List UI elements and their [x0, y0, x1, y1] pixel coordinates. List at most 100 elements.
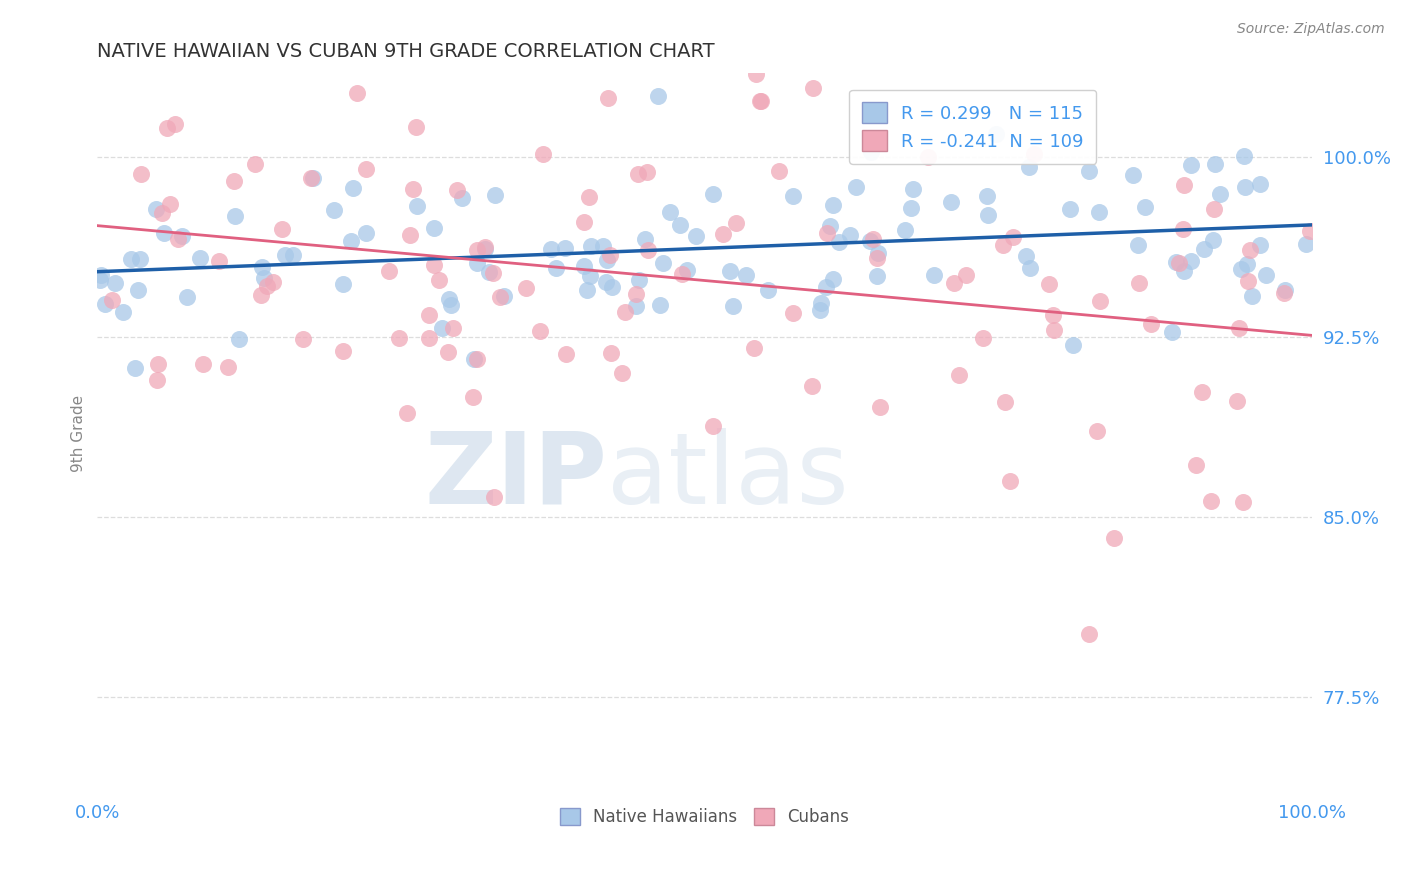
- Point: [823, 198, 845, 212]
- Point: [782, 306, 804, 320]
- Point: [492, 288, 515, 302]
- Point: [478, 265, 501, 279]
- Point: [150, 206, 173, 220]
- Point: [626, 299, 648, 313]
- Point: [768, 164, 790, 178]
- Point: [1015, 250, 1038, 264]
- Point: [595, 253, 617, 268]
- Point: [596, 91, 619, 105]
- Point: [1062, 338, 1084, 352]
- Point: [1173, 264, 1195, 278]
- Point: [465, 255, 488, 269]
- Point: [395, 405, 418, 419]
- Point: [474, 242, 496, 256]
- Point: [1038, 277, 1060, 291]
- Point: [1295, 236, 1317, 251]
- Point: [406, 199, 429, 213]
- Point: [120, 252, 142, 266]
- Point: [955, 268, 977, 282]
- Point: [250, 288, 273, 302]
- Point: [627, 273, 650, 287]
- Point: [991, 238, 1014, 252]
- Point: [782, 188, 804, 202]
- Point: [939, 194, 962, 209]
- Point: [243, 157, 266, 171]
- Point: [1001, 229, 1024, 244]
- Point: [129, 252, 152, 266]
- Point: [575, 283, 598, 297]
- Point: [531, 146, 554, 161]
- Point: [436, 344, 458, 359]
- Point: [423, 258, 446, 272]
- Point: [156, 121, 179, 136]
- Text: Source: ZipAtlas.com: Source: ZipAtlas.com: [1237, 22, 1385, 37]
- Point: [866, 251, 889, 265]
- Point: [838, 227, 860, 242]
- Point: [273, 248, 295, 262]
- Point: [378, 264, 401, 278]
- Point: [869, 400, 891, 414]
- Point: [801, 379, 824, 393]
- Point: [592, 239, 614, 253]
- Point: [302, 170, 325, 185]
- Point: [818, 219, 841, 233]
- Point: [129, 167, 152, 181]
- Point: [111, 305, 134, 319]
- Point: [339, 234, 361, 248]
- Point: [976, 189, 998, 203]
- Point: [1233, 179, 1256, 194]
- Text: ZIP: ZIP: [425, 427, 607, 524]
- Point: [153, 226, 176, 240]
- Point: [1019, 261, 1042, 276]
- Point: [1256, 268, 1278, 282]
- Point: [1272, 285, 1295, 300]
- Point: [299, 171, 322, 186]
- Point: [801, 81, 824, 95]
- Point: [572, 215, 595, 229]
- Point: [1209, 186, 1232, 201]
- Point: [188, 252, 211, 266]
- Point: [599, 248, 621, 262]
- Point: [1202, 233, 1225, 247]
- Point: [1230, 262, 1253, 277]
- Point: [572, 259, 595, 273]
- Point: [1018, 160, 1040, 174]
- Point: [322, 203, 344, 218]
- Point: [1078, 626, 1101, 640]
- Point: [595, 275, 617, 289]
- Text: NATIVE HAWAIIAN VS CUBAN 9TH GRADE CORRELATION CHART: NATIVE HAWAIIAN VS CUBAN 9TH GRADE CORRE…: [97, 42, 716, 61]
- Point: [922, 268, 945, 283]
- Point: [430, 321, 453, 335]
- Point: [868, 246, 890, 260]
- Point: [1168, 256, 1191, 270]
- Point: [465, 244, 488, 258]
- Point: [193, 357, 215, 371]
- Point: [342, 181, 364, 195]
- Point: [948, 368, 970, 382]
- Point: [866, 269, 889, 284]
- Point: [388, 330, 411, 344]
- Point: [900, 201, 922, 215]
- Point: [1090, 293, 1112, 308]
- Point: [669, 218, 692, 232]
- Point: [554, 241, 576, 255]
- Point: [253, 270, 276, 285]
- Point: [894, 222, 917, 236]
- Point: [859, 234, 882, 248]
- Point: [744, 67, 766, 81]
- Point: [1133, 200, 1156, 214]
- Point: [1171, 222, 1194, 236]
- Point: [1233, 149, 1256, 163]
- Point: [977, 208, 1000, 222]
- Point: [711, 227, 734, 242]
- Point: [917, 150, 939, 164]
- Point: [93, 297, 115, 311]
- Point: [1180, 158, 1202, 172]
- Point: [1240, 289, 1263, 303]
- Point: [994, 394, 1017, 409]
- Point: [446, 183, 468, 197]
- Point: [718, 264, 741, 278]
- Point: [1191, 385, 1213, 400]
- Point: [423, 220, 446, 235]
- Point: [636, 165, 658, 179]
